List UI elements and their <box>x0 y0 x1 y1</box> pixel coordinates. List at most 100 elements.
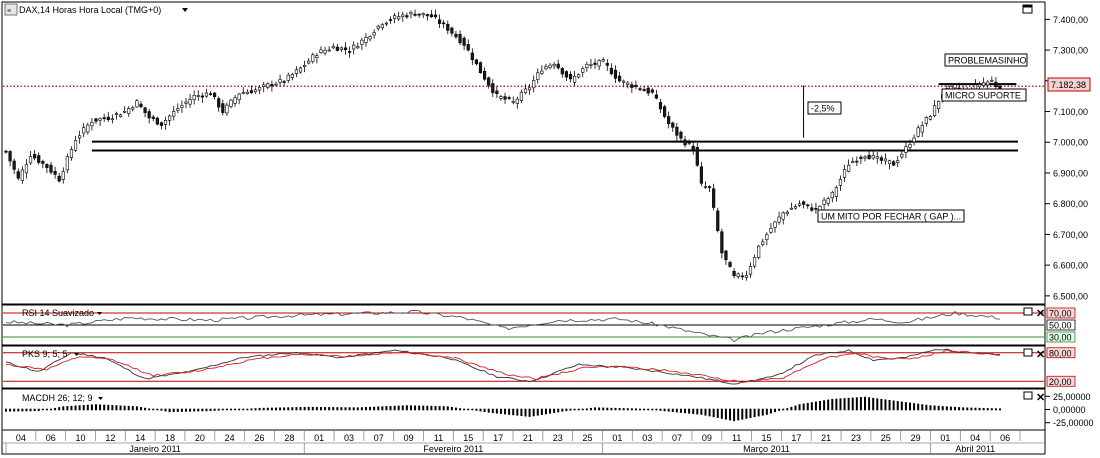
candle-body <box>53 171 57 175</box>
macd-histogram <box>5 396 1001 422</box>
macd-dropdown-icon[interactable] <box>98 397 103 400</box>
candle-body <box>491 83 495 93</box>
macd-tick-label: 0,00000 <box>1053 405 1086 415</box>
annotation-gap-box[interactable] <box>817 209 965 223</box>
pks-dropdown-icon[interactable] <box>74 353 79 356</box>
candle-body <box>33 154 37 159</box>
candle-body <box>802 201 806 205</box>
pks-series <box>5 348 1001 385</box>
annotation-gap: UM MITO POR FECHAR ( GAP )... <box>821 212 961 222</box>
candle-body <box>413 13 417 16</box>
candle-body <box>204 92 209 97</box>
candle-body <box>662 106 667 117</box>
macd-header: MACDH 26; 12; 9 ✕ <box>22 391 1045 404</box>
macd-panel[interactable] <box>1 388 1046 431</box>
candle-body <box>458 33 462 44</box>
price-tick-label: 7.300,00 <box>1053 46 1088 56</box>
close-x-icon[interactable]: ✕ <box>1036 392 1045 404</box>
candle-body <box>454 33 458 38</box>
candle-body <box>892 161 896 166</box>
day-tick-label: 17 <box>493 433 503 443</box>
day-tick-label: 03 <box>344 433 354 443</box>
axes: 7.400,007.300,007.200,007.100,007.000,00… <box>3 15 1094 454</box>
candle-body <box>527 87 532 91</box>
pks-header: PKS 9; 5; 5 ✕ <box>22 348 1045 361</box>
candle-body <box>409 12 413 15</box>
candle-body <box>883 158 888 162</box>
annotation-problemasinho-box[interactable] <box>944 53 1028 67</box>
main-price-panel[interactable] <box>1 1 1046 305</box>
day-tick-label: 04 <box>970 433 980 443</box>
window-restore-icon[interactable] <box>1022 4 1033 14</box>
candle-body <box>331 46 335 49</box>
dropdown-arrow-icon[interactable] <box>182 8 188 12</box>
candle-body <box>213 92 217 97</box>
candle-body <box>376 25 380 29</box>
candle-body <box>548 64 552 68</box>
rsi-restore-icon[interactable] <box>1023 307 1033 316</box>
candle-body <box>908 144 912 148</box>
day-tick-label: 21 <box>821 433 831 443</box>
support-resistance-lines <box>3 83 1044 152</box>
annotation-micro-suporte-box[interactable] <box>941 88 1027 102</box>
day-tick-label: 06 <box>1000 433 1010 443</box>
candle-body <box>221 103 225 113</box>
day-tick-label: 06 <box>46 433 56 443</box>
pks-restore-icon[interactable] <box>1023 348 1033 357</box>
price-tick-label: 6.800,00 <box>1053 199 1088 209</box>
month-label: Abril 2011 <box>955 444 995 454</box>
pks-level-label: 80,00 <box>1049 348 1072 358</box>
candle-body <box>887 160 892 165</box>
candle-body <box>732 270 736 277</box>
pks-k-line <box>5 348 1001 385</box>
candle-body <box>298 67 303 73</box>
candle-body <box>838 178 843 186</box>
candle-body <box>564 71 569 78</box>
candle-body <box>622 80 626 83</box>
candle-body <box>658 102 663 110</box>
candle-body <box>769 228 773 233</box>
day-tick-label: 11 <box>732 433 741 443</box>
rsi-level-label: 50,00 <box>1049 321 1072 331</box>
candle-body <box>372 32 376 36</box>
rsi-series <box>5 309 1001 343</box>
candle-body <box>646 87 650 94</box>
candle-body <box>233 97 237 104</box>
chart-menu-icon[interactable] <box>4 3 18 16</box>
candle-body <box>450 27 454 34</box>
candle-body <box>343 47 348 50</box>
macd-restore-icon[interactable] <box>1023 391 1033 400</box>
candle-body <box>544 66 548 70</box>
annotation-gap-percent-box[interactable] <box>807 101 842 115</box>
candle-body <box>896 160 900 163</box>
candle-body <box>916 127 920 137</box>
candle-body <box>37 155 41 163</box>
close-x-icon[interactable]: ✕ <box>1036 349 1045 361</box>
candle-body <box>319 49 323 53</box>
candle-body <box>867 154 871 160</box>
candle-body <box>924 117 928 124</box>
chart-menu-glyph: ≡ <box>7 8 11 15</box>
candle-body <box>73 140 78 151</box>
candle-body <box>114 113 119 116</box>
candle-body <box>928 116 933 120</box>
candle-body <box>69 149 74 158</box>
candle-body <box>82 127 86 134</box>
rsi-dropdown-icon[interactable] <box>97 312 102 315</box>
candle-body <box>78 135 82 139</box>
close-x-icon[interactable]: ✕ <box>1036 308 1045 320</box>
candle-body <box>274 83 278 86</box>
candle-body <box>675 126 679 136</box>
candle-body <box>290 74 294 78</box>
candle-body <box>311 54 315 62</box>
candle-body <box>303 65 307 67</box>
day-tick-label: 09 <box>702 433 712 443</box>
candle-body <box>147 111 151 119</box>
rsi-line <box>5 309 1001 343</box>
candle-body <box>977 84 982 88</box>
day-tick-label: 25 <box>881 433 891 443</box>
annotations: PROBLEMASINHO MICRO SUPORTE -2,5% UM MIT… <box>807 53 1028 223</box>
candle-body <box>356 46 360 49</box>
candle-body <box>638 88 642 90</box>
